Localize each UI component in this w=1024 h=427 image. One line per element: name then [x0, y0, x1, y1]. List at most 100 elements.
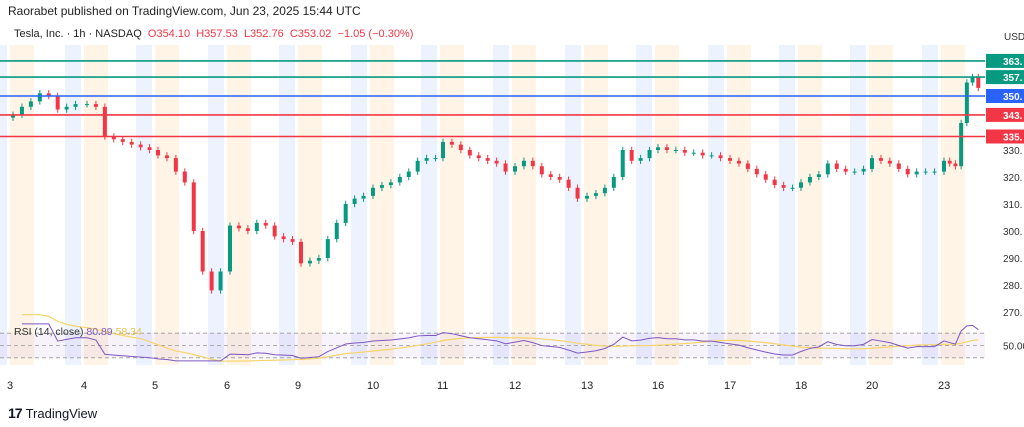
candle [191, 179, 196, 235]
candle-body [942, 160, 946, 172]
candle-body [156, 150, 160, 156]
price-tick: 330. [1003, 146, 1022, 157]
candle-body [228, 225, 232, 272]
level-label: 343. [1003, 111, 1023, 122]
candle [870, 154, 874, 173]
candle-body [147, 147, 152, 150]
candle [73, 100, 78, 111]
candle [182, 168, 187, 186]
date-tick: 6 [224, 380, 230, 392]
candle-body [334, 222, 339, 240]
candle [433, 154, 438, 162]
candle [736, 157, 741, 167]
candle [299, 238, 303, 267]
candle [290, 235, 295, 246]
session-band [655, 45, 679, 365]
candle [745, 160, 750, 173]
candle [11, 111, 15, 121]
candle-body [290, 239, 295, 242]
candle [964, 79, 969, 127]
candle [521, 157, 526, 170]
candle-body [736, 160, 741, 164]
open-value: O354.10 [147, 28, 191, 40]
candle-body [415, 160, 420, 172]
candle [236, 222, 241, 232]
candle-body [467, 150, 472, 156]
candle-body [521, 160, 526, 167]
candle [593, 189, 598, 200]
price-tick: 290. [1003, 254, 1022, 265]
premarket-band [922, 45, 938, 365]
candle-body [763, 174, 768, 180]
candle [485, 154, 490, 165]
candle [343, 200, 348, 227]
candle [111, 133, 116, 143]
session-band [584, 45, 608, 365]
candle [834, 160, 839, 173]
published-caption: Raorabet published on TradingView.com, J… [8, 4, 361, 18]
ohlc-legend: Tesla, Inc. · 1h · NASDAQ O354.10 H357.5… [14, 28, 413, 40]
candle [914, 168, 919, 178]
candle [887, 157, 892, 167]
candle [352, 195, 357, 208]
premarket-band [850, 45, 866, 365]
candle-body [959, 123, 964, 167]
candle [503, 160, 508, 175]
candle-body [825, 163, 830, 175]
candle-body [397, 177, 402, 183]
candle-body [316, 258, 321, 261]
candle-body [664, 147, 669, 150]
premarket-band [708, 45, 724, 365]
premarket-band [0, 45, 7, 365]
price-tick: 310. [1003, 200, 1022, 211]
candle-body [602, 187, 607, 194]
level-label-bg [986, 89, 1024, 103]
symbol-label[interactable]: Tesla, Inc. · 1h · NASDAQ [14, 28, 142, 40]
candle-body [209, 271, 214, 291]
candle-body [816, 174, 821, 177]
candle [19, 103, 24, 119]
candle [781, 181, 786, 192]
candle [539, 162, 544, 178]
candle-body [593, 193, 598, 196]
candle-body [530, 160, 535, 167]
candle [566, 176, 571, 192]
close-value: C353.02 [289, 28, 332, 40]
candle [790, 184, 795, 192]
date-tick: 18 [795, 380, 807, 392]
candle [557, 173, 562, 183]
candle [28, 98, 33, 111]
rsi-ma-line [21, 314, 979, 362]
candle [620, 146, 625, 181]
candle-body [953, 163, 958, 167]
candle-body [485, 158, 490, 161]
candle-body [861, 168, 866, 172]
level-label-bg [986, 107, 1024, 122]
candle-body [46, 93, 51, 96]
candle-body [772, 179, 777, 186]
candle-body [611, 177, 616, 188]
candle [254, 219, 259, 235]
candle [947, 157, 952, 167]
candle-body [182, 171, 187, 183]
tradingview-logo[interactable]: 17 TradingView [8, 405, 97, 421]
candle-body [476, 155, 481, 159]
candle [218, 268, 223, 294]
price-tick: 320. [1003, 173, 1022, 184]
candle-body [887, 160, 892, 164]
date-tick: 11 [437, 380, 448, 392]
candle [325, 235, 330, 262]
candle-body [85, 104, 89, 106]
candle-body [754, 168, 759, 175]
candle-body [441, 141, 445, 159]
rsi-label[interactable]: RSI (14, close) [14, 326, 84, 338]
candle-body [55, 96, 60, 110]
premarket-band [779, 45, 795, 365]
candle [772, 176, 777, 189]
candle-body [923, 171, 928, 173]
candle [513, 162, 517, 175]
premarket-band [65, 45, 81, 365]
premarket-band [493, 45, 509, 365]
